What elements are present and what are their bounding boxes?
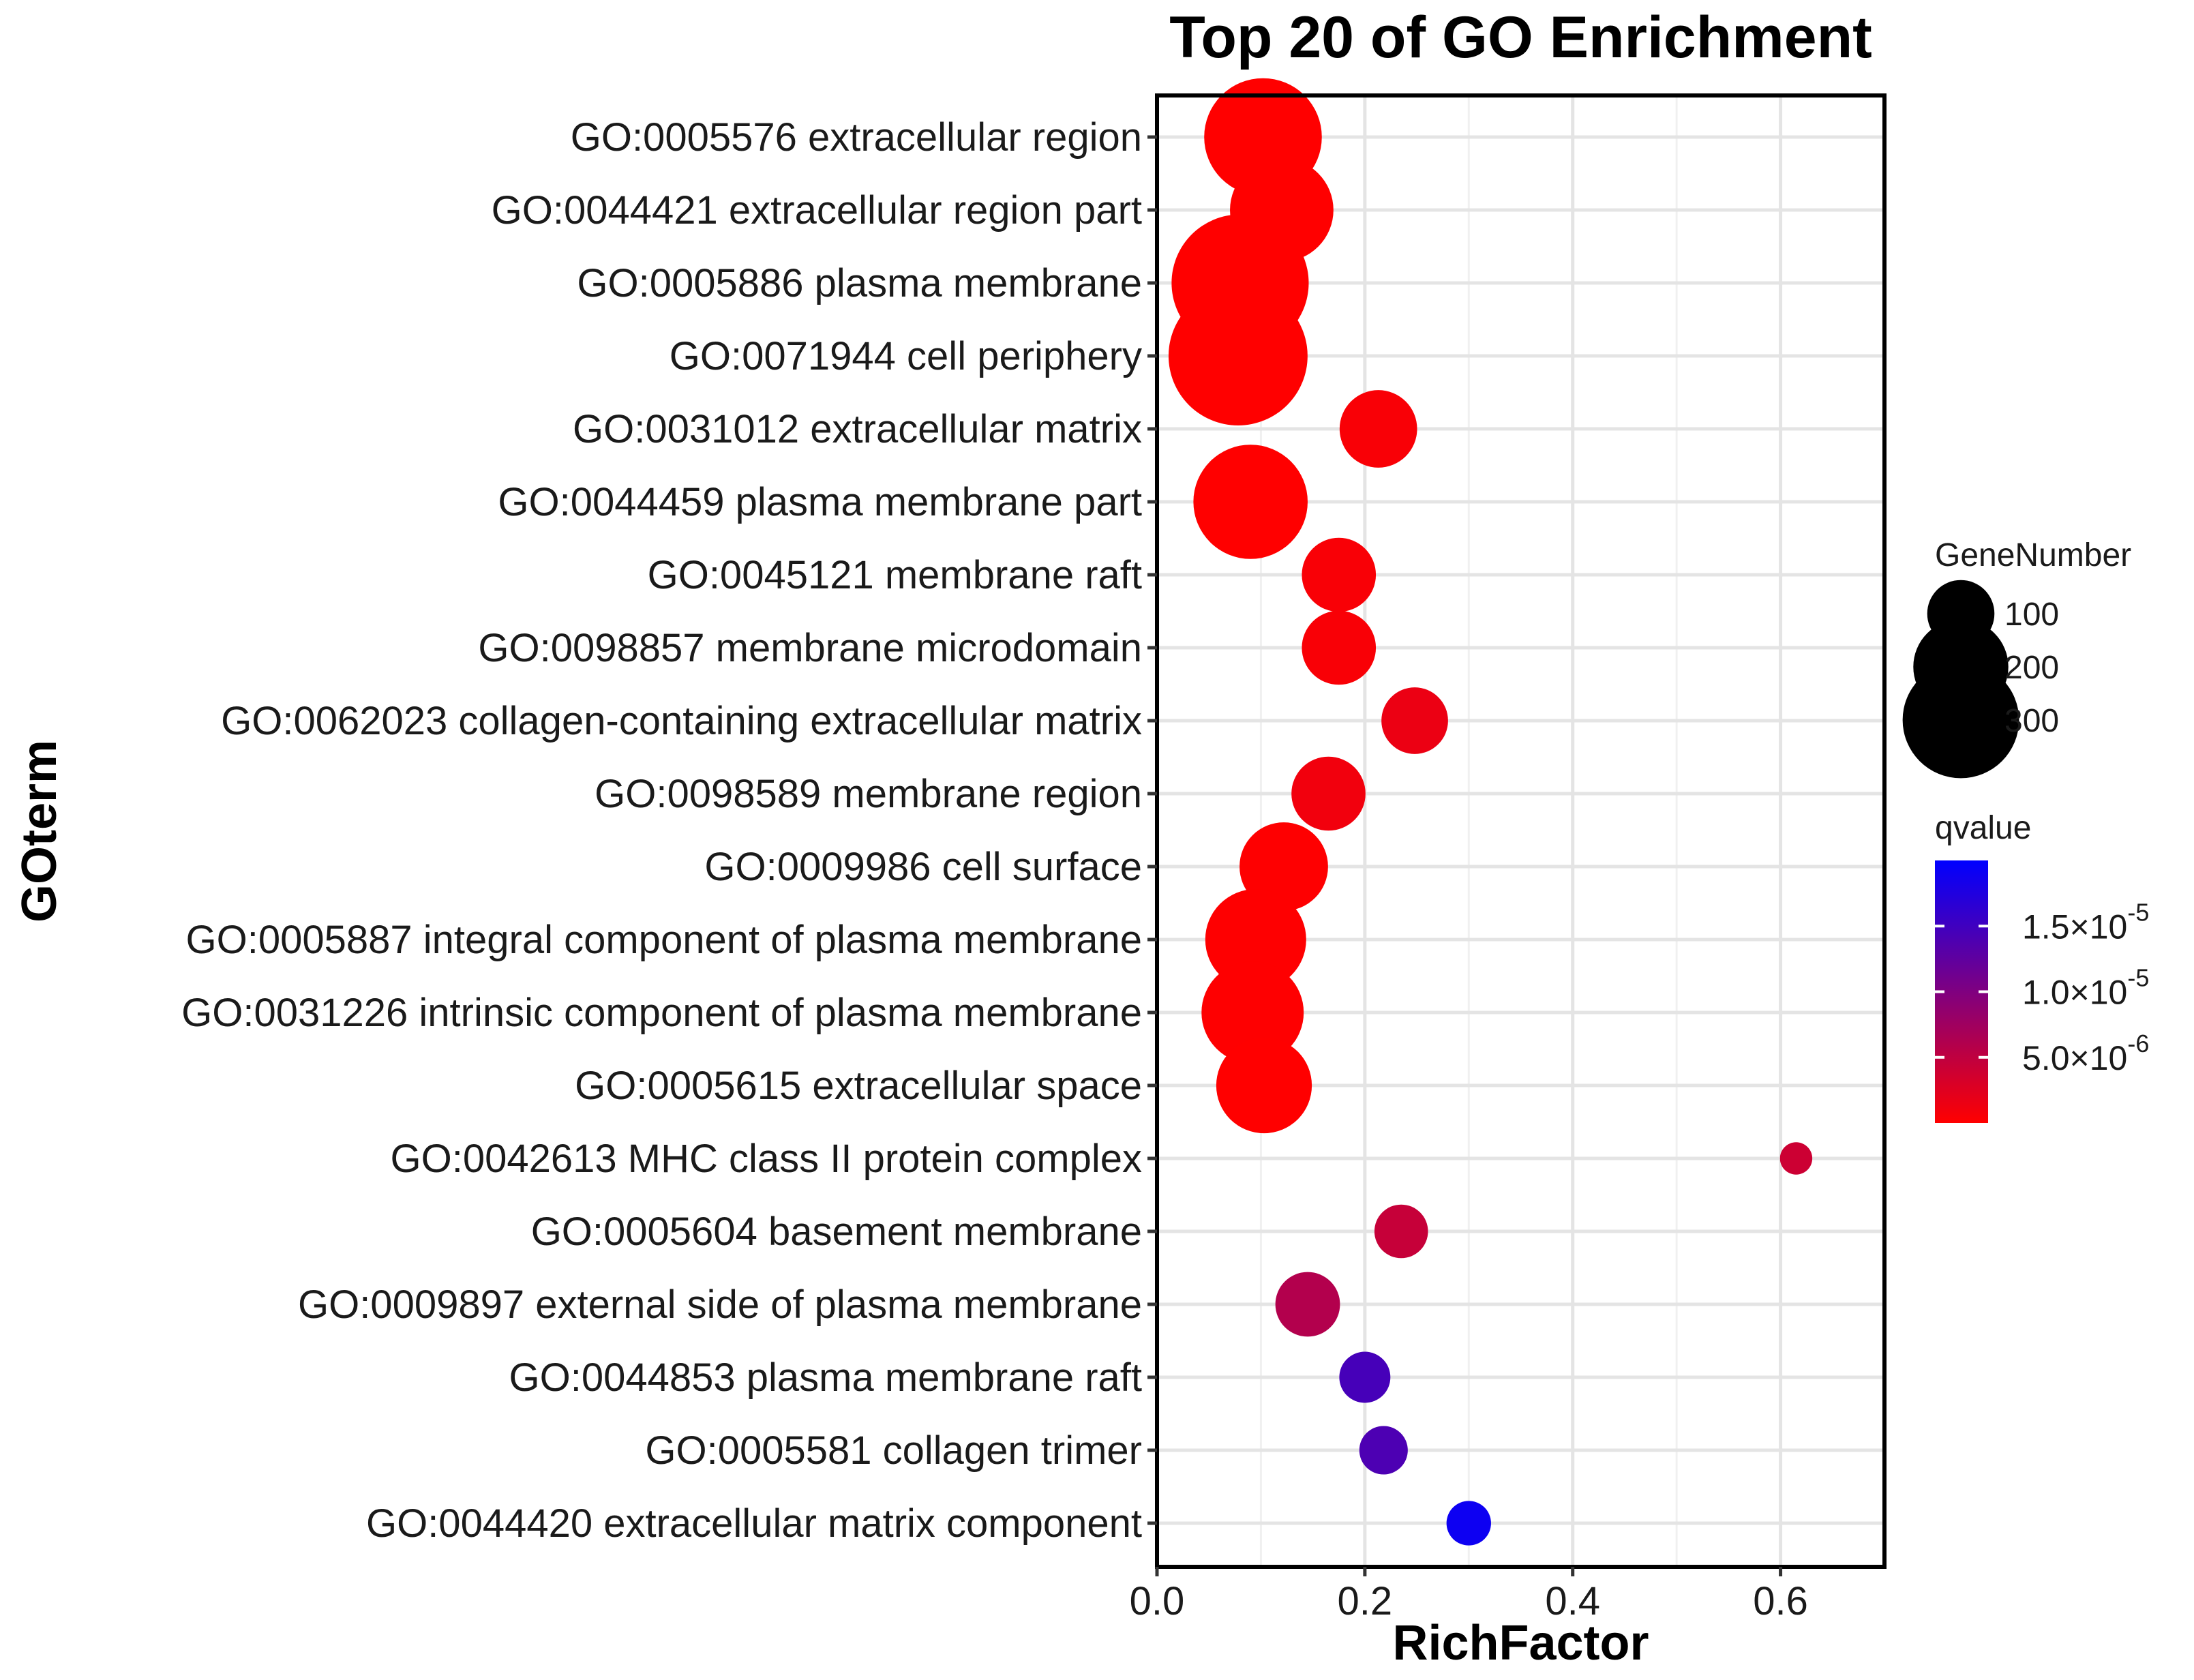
- data-point: [1291, 756, 1366, 831]
- y-tick-label: GO:0071944 cell periphery: [670, 334, 1142, 378]
- colorbar-tick-exponent: -5: [2127, 964, 2149, 992]
- data-point: [1193, 445, 1308, 559]
- colorbar-tick-exponent: -5: [2127, 898, 2149, 926]
- colorbar-tick-times: ×10: [2070, 974, 2128, 1012]
- y-tick-label: GO:0005886 plasma membrane: [577, 261, 1142, 305]
- y-tick-label: GO:0042613 MHC class II protein complex: [391, 1137, 1142, 1181]
- y-tick-label: GO:0062023 collagen-containing extracell…: [221, 699, 1142, 743]
- y-tick-label: GO:0005604 basement membrane: [531, 1210, 1142, 1254]
- colorbar-tick-label: 5.0×10-6: [2022, 1030, 2149, 1077]
- data-point: [1374, 1204, 1428, 1259]
- data-point: [1239, 822, 1328, 911]
- y-tick-label: GO:0098589 membrane region: [595, 772, 1142, 816]
- y-axis-label: GOterm: [12, 740, 67, 922]
- chart-title: Top 20 of GO Enrichment: [1169, 5, 1872, 70]
- y-tick-label: GO:0044420 extracellular matrix componen…: [366, 1501, 1142, 1546]
- colorbar-tick-times: ×10: [2070, 907, 2128, 946]
- x-tick-label: 0.4: [1545, 1579, 1600, 1623]
- y-tick-label: GO:0098857 membrane microdomain: [478, 626, 1142, 670]
- size-legend-label: 300: [2004, 703, 2059, 739]
- y-tick-label: GO:0031226 intrinsic component of plasma…: [181, 991, 1142, 1035]
- y-tick-label: GO:0045121 membrane raft: [648, 553, 1142, 597]
- y-tick-label: GO:0005887 integral component of plasma …: [186, 918, 1142, 962]
- data-point: [1381, 687, 1448, 754]
- data-point: [1339, 1351, 1391, 1403]
- data-point: [1779, 1142, 1813, 1175]
- data-point: [1339, 390, 1417, 468]
- panel-border: [1155, 93, 1887, 1569]
- colorbar-tick-mantissa: 1.5: [2022, 907, 2070, 946]
- x-tick-label: 0.0: [1130, 1579, 1185, 1623]
- y-tick-label: GO:0005581 collagen trimer: [645, 1428, 1142, 1473]
- data-point: [1302, 537, 1377, 612]
- size-legend-title: GeneNumber: [1935, 537, 2131, 573]
- y-tick-label: GO:0044853 plasma membrane raft: [509, 1355, 1142, 1400]
- data-point: [1216, 1037, 1312, 1134]
- colorbar-tick-times: ×10: [2070, 1039, 2128, 1077]
- y-tick-label: GO:0009986 cell surface: [704, 845, 1142, 889]
- colorbar-tick-mantissa: 5.0: [2022, 1039, 2070, 1077]
- colorbar-tick-exponent: -6: [2127, 1030, 2149, 1058]
- x-axis-label: RichFactor: [1392, 1616, 1649, 1670]
- size-legend-label: 200: [2004, 650, 2059, 686]
- y-tick-label: GO:0005576 extracellular region: [571, 115, 1142, 160]
- y-tick-label: GO:0005615 extracellular space: [575, 1064, 1142, 1108]
- data-point: [1168, 286, 1308, 425]
- data-point: [1446, 1501, 1491, 1546]
- y-tick-label: GO:0044459 plasma membrane part: [498, 480, 1142, 524]
- size-legend-key: [1902, 661, 2019, 779]
- data-point: [1201, 961, 1304, 1064]
- data-point: [1359, 1426, 1408, 1475]
- colorbar-tick-label: 1.0×10-5: [2022, 964, 2149, 1012]
- data-point: [1275, 1272, 1340, 1337]
- color-legend-title: qvalue: [1935, 810, 2031, 846]
- y-tick-label: GO:0031012 extracellular matrix: [573, 407, 1142, 451]
- data-point: [1205, 888, 1306, 991]
- x-tick-label: 0.6: [1753, 1579, 1808, 1623]
- data-point: [1302, 610, 1377, 685]
- y-tick-label: GO:0044421 extracellular region part: [492, 188, 1142, 232]
- colorbar-tick-label: 1.5×10-5: [2022, 898, 2149, 946]
- y-tick-label: GO:0009897 external side of plasma membr…: [298, 1282, 1142, 1327]
- size-legend-label: 100: [2004, 597, 2059, 633]
- colorbar-tick-mantissa: 1.0: [2022, 974, 2070, 1012]
- x-tick-label: 0.2: [1338, 1579, 1393, 1623]
